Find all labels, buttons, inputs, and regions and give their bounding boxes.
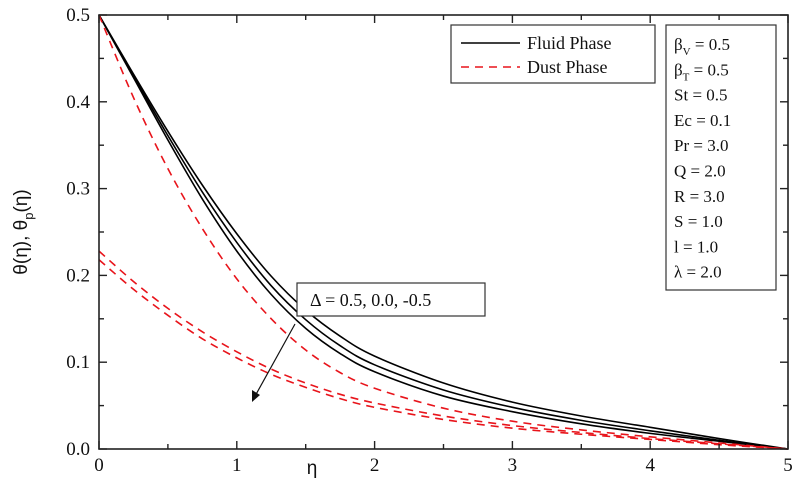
y-axis-title: θ(η), θp(η) bbox=[11, 189, 36, 274]
series-line-3 bbox=[98, 14, 789, 450]
x-tick-label: 2 bbox=[370, 455, 380, 476]
legend-dust-label: Dust Phase bbox=[527, 57, 608, 77]
y-axis-title-main: θ(η), θ bbox=[11, 220, 32, 275]
x-tick-label: 0 bbox=[94, 455, 104, 476]
arrow-down-left-icon bbox=[252, 390, 260, 402]
parameter-item: λ = 2.0 bbox=[674, 263, 722, 282]
parameter-item: βV = 0.5 bbox=[674, 35, 730, 58]
x-tick-label: 5 bbox=[783, 455, 793, 476]
parameter-item: Pr = 3.0 bbox=[674, 136, 728, 155]
legend-box bbox=[450, 24, 656, 84]
parameter-item: βT = 0.5 bbox=[674, 60, 729, 83]
y-tick-label: 0.0 bbox=[66, 439, 90, 460]
series-line-1 bbox=[98, 14, 789, 450]
y-axis-title-sub: p bbox=[21, 213, 36, 220]
x-axis-title: η bbox=[307, 458, 318, 479]
annotation-arrow-line bbox=[253, 323, 296, 399]
parameters-box: βV = 0.5βT = 0.5 St = 0.5 Ec = 0.1 Pr = 3.0… bbox=[665, 24, 777, 291]
delta-annotation: Δ = 0.5, 0.0, -0.5 bbox=[252, 282, 486, 402]
annotation-box bbox=[296, 282, 486, 317]
y-tick-label: 0.3 bbox=[66, 179, 90, 200]
series-line-0 bbox=[98, 14, 789, 450]
y-tick-label: 0.1 bbox=[66, 352, 90, 373]
parameter-item: S = 1.0 bbox=[674, 212, 723, 231]
x-tick-label: 4 bbox=[645, 455, 655, 476]
series-line-2 bbox=[98, 14, 789, 450]
annotation-text: Δ = 0.5, 0.0, -0.5 bbox=[310, 290, 431, 310]
axis-ticks bbox=[98, 14, 789, 450]
plot-curves bbox=[98, 14, 789, 450]
x-tick-label: 1 bbox=[232, 455, 242, 476]
y-tick-label: 0.4 bbox=[66, 92, 90, 113]
y-tick-label: 0.5 bbox=[66, 5, 90, 26]
legend-fluid-label: Fluid Phase bbox=[527, 33, 612, 53]
svg-text:θ(η), θp(η): θ(η), θp(η) bbox=[11, 189, 36, 274]
parameters-frame bbox=[665, 24, 777, 291]
y-tick-label: 0.2 bbox=[66, 265, 90, 286]
parameter-item: St = 0.5 bbox=[674, 86, 728, 105]
axis-tick-labels: 0 1 2 3 4 5 0.0 0.1 0.2 0.3 0.4 0.5 bbox=[66, 5, 793, 476]
x-tick-label: 3 bbox=[508, 455, 518, 476]
legend: Fluid Phase Dust Phase bbox=[450, 24, 656, 84]
parameter-item: R = 3.0 bbox=[674, 187, 725, 206]
parameter-item: Ec = 0.1 bbox=[674, 111, 731, 130]
parameter-item: Q = 2.0 bbox=[674, 162, 726, 181]
y-axis-title-tail: (η) bbox=[11, 189, 32, 212]
parameter-item: l = 1.0 bbox=[674, 237, 718, 256]
